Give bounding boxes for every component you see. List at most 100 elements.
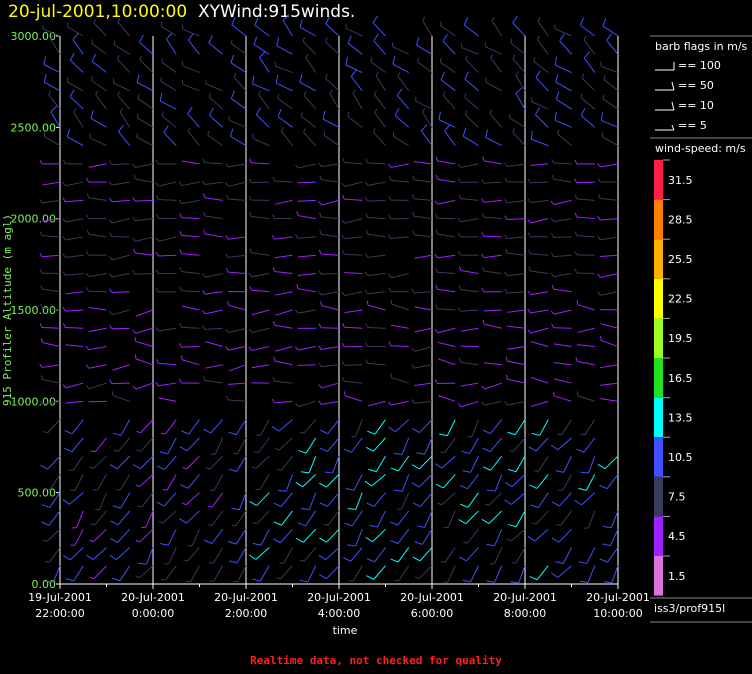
barb-shaft bbox=[374, 547, 386, 563]
barb-flag bbox=[64, 447, 73, 453]
barb-flag bbox=[271, 398, 275, 404]
wind-barb bbox=[133, 248, 154, 256]
barb-shaft bbox=[89, 382, 107, 390]
barb-flag bbox=[459, 484, 468, 490]
barb-shaft bbox=[442, 40, 456, 55]
wind-barb bbox=[302, 37, 317, 55]
wind-barb bbox=[329, 89, 340, 110]
wind-barb bbox=[86, 250, 107, 256]
barb-flag bbox=[458, 556, 467, 562]
barb-shaft bbox=[398, 455, 410, 472]
barb-shaft bbox=[576, 198, 595, 201]
barb-flag bbox=[208, 92, 211, 98]
barb-shaft bbox=[140, 419, 154, 434]
barb-shaft bbox=[344, 309, 363, 314]
barb-flag bbox=[45, 560, 50, 563]
wind-barb bbox=[155, 213, 177, 220]
wind-barb bbox=[391, 42, 409, 55]
wind-barb bbox=[458, 285, 479, 293]
wind-barb bbox=[438, 358, 456, 366]
barb-flag bbox=[205, 467, 211, 470]
barb-flag bbox=[179, 286, 182, 292]
barb-flag bbox=[299, 579, 309, 583]
barb-flag bbox=[271, 426, 280, 432]
barb-shaft bbox=[414, 234, 433, 238]
barb-flag bbox=[508, 449, 514, 452]
barb-shaft bbox=[120, 492, 131, 509]
barb-flag bbox=[155, 182, 160, 187]
wind-barb bbox=[272, 376, 293, 384]
wind-barb bbox=[601, 132, 619, 147]
wind-barb bbox=[574, 492, 596, 506]
barb-shaft bbox=[256, 114, 270, 128]
wind-barb bbox=[179, 249, 200, 256]
barb-shaft bbox=[374, 419, 386, 435]
barb-shaft bbox=[344, 198, 363, 201]
barb-shaft bbox=[419, 419, 433, 433]
wind-barb bbox=[440, 72, 456, 92]
barb-shaft bbox=[583, 437, 596, 453]
barb-shaft bbox=[228, 364, 247, 372]
barb-shaft bbox=[205, 272, 223, 278]
wind-barb bbox=[434, 213, 456, 220]
wind-barb bbox=[272, 176, 293, 183]
barb-shaft bbox=[111, 382, 130, 385]
wind-barb bbox=[366, 565, 386, 580]
barb-flag bbox=[581, 73, 584, 79]
barb-shaft bbox=[298, 400, 316, 407]
barb-shaft bbox=[72, 455, 84, 471]
barb-flag bbox=[322, 110, 326, 120]
wind-barb bbox=[504, 198, 526, 204]
wind-barb bbox=[414, 565, 433, 579]
barb-flag bbox=[574, 250, 578, 256]
barb-shaft bbox=[554, 119, 572, 128]
barb-flag bbox=[550, 310, 555, 315]
wind-barb bbox=[504, 492, 526, 505]
color-bin-label: 31.5 bbox=[668, 174, 693, 187]
wind-barb bbox=[271, 398, 293, 404]
barb-flag bbox=[504, 234, 508, 239]
barb-shaft bbox=[373, 492, 386, 507]
barb-shaft bbox=[344, 326, 363, 329]
barb-flag bbox=[39, 252, 43, 257]
barb-shaft bbox=[42, 400, 61, 405]
wind-barb bbox=[325, 16, 340, 37]
barb-shaft bbox=[327, 510, 340, 526]
barb-flag bbox=[43, 431, 48, 434]
wind-barb bbox=[489, 109, 503, 128]
barb-flag bbox=[411, 482, 420, 488]
barb-shaft bbox=[351, 510, 363, 527]
barb-shaft bbox=[181, 305, 200, 311]
wind-barb bbox=[550, 199, 572, 206]
barb-flag bbox=[230, 54, 235, 63]
barb-flag bbox=[201, 180, 206, 185]
barb-shaft bbox=[161, 115, 177, 128]
barb-flag bbox=[39, 198, 43, 204]
barb-shaft bbox=[74, 474, 84, 491]
wind-barb bbox=[39, 323, 61, 329]
barb-shaft bbox=[512, 58, 526, 73]
wind-barb bbox=[486, 529, 503, 547]
barb-shaft bbox=[491, 20, 503, 37]
barb-shaft bbox=[447, 565, 456, 583]
barb-shaft bbox=[50, 111, 61, 128]
barb-shaft bbox=[391, 163, 409, 168]
barb-shaft bbox=[371, 474, 386, 487]
barb-shaft bbox=[610, 510, 619, 528]
wind-barb bbox=[43, 74, 61, 92]
barb-shaft bbox=[465, 114, 479, 128]
wind-barb bbox=[65, 400, 84, 404]
barb-flag bbox=[600, 61, 602, 67]
wind-barb bbox=[351, 419, 363, 438]
barb-flag bbox=[465, 55, 468, 60]
wind-barb bbox=[112, 364, 130, 371]
barb-flag bbox=[531, 432, 540, 436]
barb-shaft bbox=[308, 492, 317, 510]
wind-barb bbox=[597, 455, 619, 470]
wind-barb bbox=[530, 130, 549, 147]
barb-flag bbox=[388, 234, 392, 239]
barb-shaft bbox=[530, 163, 549, 166]
barb-flag bbox=[108, 181, 113, 186]
barb-flag bbox=[179, 213, 182, 218]
barb-shaft bbox=[555, 81, 572, 92]
